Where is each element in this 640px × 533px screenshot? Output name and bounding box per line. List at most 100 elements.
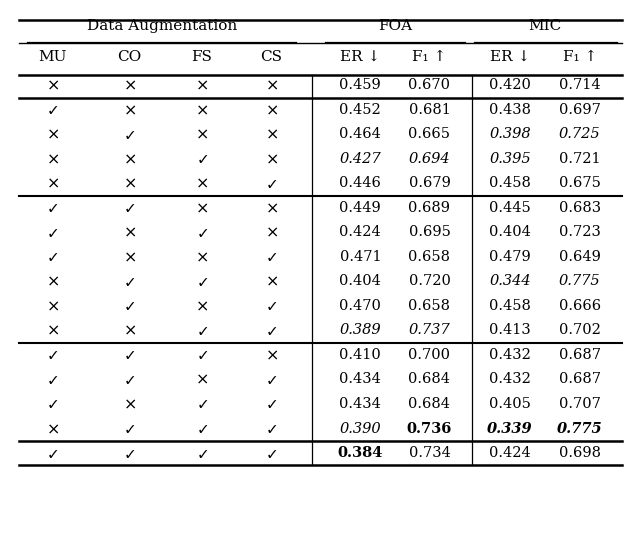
Text: ER ↓: ER ↓ bbox=[490, 50, 530, 64]
Text: 0.670: 0.670 bbox=[408, 78, 451, 92]
Text: 0.702: 0.702 bbox=[559, 324, 601, 337]
Text: F₁ ↑: F₁ ↑ bbox=[563, 50, 597, 64]
Text: $\times$: $\times$ bbox=[46, 323, 59, 338]
Text: $\times$: $\times$ bbox=[123, 323, 136, 338]
Text: $\times$: $\times$ bbox=[123, 176, 136, 191]
Text: 0.775: 0.775 bbox=[559, 274, 601, 288]
Text: $\times$: $\times$ bbox=[195, 200, 208, 215]
Text: $\times$: $\times$ bbox=[195, 176, 208, 191]
Text: $\times$: $\times$ bbox=[123, 225, 136, 240]
Text: $\times$: $\times$ bbox=[46, 127, 59, 142]
Text: 0.427: 0.427 bbox=[339, 152, 381, 166]
Text: 0.658: 0.658 bbox=[408, 250, 451, 264]
Text: 0.687: 0.687 bbox=[559, 373, 601, 386]
Text: $\times$: $\times$ bbox=[265, 102, 278, 117]
Text: $\times$: $\times$ bbox=[46, 298, 59, 313]
Text: $\checkmark$: $\checkmark$ bbox=[46, 348, 59, 362]
Text: $\checkmark$: $\checkmark$ bbox=[46, 225, 59, 240]
Text: 0.707: 0.707 bbox=[559, 397, 601, 411]
Text: $\checkmark$: $\checkmark$ bbox=[265, 176, 278, 191]
Text: $\checkmark$: $\checkmark$ bbox=[46, 102, 59, 117]
Text: 0.698: 0.698 bbox=[559, 446, 601, 460]
Text: 0.432: 0.432 bbox=[489, 348, 531, 362]
Text: Data Augmentation: Data Augmentation bbox=[87, 19, 237, 33]
Text: 0.410: 0.410 bbox=[339, 348, 381, 362]
Text: $\times$: $\times$ bbox=[195, 102, 208, 117]
Text: $\checkmark$: $\checkmark$ bbox=[46, 249, 59, 264]
Text: 0.413: 0.413 bbox=[489, 324, 531, 337]
Text: 0.420: 0.420 bbox=[489, 78, 531, 92]
Text: $\times$: $\times$ bbox=[46, 151, 59, 166]
Text: CS: CS bbox=[260, 50, 282, 64]
Text: $\checkmark$: $\checkmark$ bbox=[195, 274, 208, 289]
Text: 0.434: 0.434 bbox=[339, 373, 381, 386]
Text: 0.449: 0.449 bbox=[339, 201, 381, 215]
Text: 0.404: 0.404 bbox=[339, 274, 381, 288]
Text: $\checkmark$: $\checkmark$ bbox=[265, 421, 278, 436]
Text: $\checkmark$: $\checkmark$ bbox=[195, 323, 208, 338]
Text: 0.720: 0.720 bbox=[408, 274, 451, 288]
Text: $\checkmark$: $\checkmark$ bbox=[123, 372, 136, 387]
Text: $\times$: $\times$ bbox=[265, 78, 278, 93]
Text: $\checkmark$: $\checkmark$ bbox=[46, 446, 59, 461]
Text: 0.689: 0.689 bbox=[408, 201, 451, 215]
Text: $\times$: $\times$ bbox=[265, 274, 278, 289]
Text: 0.679: 0.679 bbox=[408, 176, 451, 190]
Text: $\checkmark$: $\checkmark$ bbox=[195, 397, 208, 411]
Text: 0.389: 0.389 bbox=[339, 324, 381, 337]
Text: 0.464: 0.464 bbox=[339, 127, 381, 141]
Text: 0.736: 0.736 bbox=[407, 422, 452, 435]
Text: $\checkmark$: $\checkmark$ bbox=[195, 446, 208, 461]
Text: $\checkmark$: $\checkmark$ bbox=[195, 151, 208, 166]
Text: $\times$: $\times$ bbox=[46, 176, 59, 191]
Text: 0.384: 0.384 bbox=[338, 446, 383, 460]
Text: 0.694: 0.694 bbox=[408, 152, 451, 166]
Text: MU: MU bbox=[38, 50, 67, 64]
Text: 0.470: 0.470 bbox=[339, 299, 381, 313]
Text: 0.395: 0.395 bbox=[489, 152, 531, 166]
Text: 0.404: 0.404 bbox=[489, 225, 531, 239]
Text: $\checkmark$: $\checkmark$ bbox=[123, 274, 136, 289]
Text: $\checkmark$: $\checkmark$ bbox=[265, 372, 278, 387]
Text: 0.725: 0.725 bbox=[559, 127, 601, 141]
Text: 0.714: 0.714 bbox=[559, 78, 601, 92]
Text: 0.390: 0.390 bbox=[339, 422, 381, 435]
Text: 0.458: 0.458 bbox=[489, 299, 531, 313]
Text: $\checkmark$: $\checkmark$ bbox=[265, 298, 278, 313]
Text: 0.649: 0.649 bbox=[559, 250, 601, 264]
Text: $\checkmark$: $\checkmark$ bbox=[123, 348, 136, 362]
Text: 0.734: 0.734 bbox=[408, 446, 451, 460]
Text: 0.737: 0.737 bbox=[408, 324, 451, 337]
Text: 0.697: 0.697 bbox=[559, 103, 601, 117]
Text: FOA: FOA bbox=[378, 19, 412, 33]
Text: $\checkmark$: $\checkmark$ bbox=[265, 397, 278, 411]
Text: $\checkmark$: $\checkmark$ bbox=[265, 446, 278, 461]
Text: $\times$: $\times$ bbox=[195, 127, 208, 142]
Text: 0.721: 0.721 bbox=[559, 152, 601, 166]
Text: 0.723: 0.723 bbox=[559, 225, 601, 239]
Text: $\times$: $\times$ bbox=[195, 78, 208, 93]
Text: 0.452: 0.452 bbox=[339, 103, 381, 117]
Text: 0.675: 0.675 bbox=[559, 176, 601, 190]
Text: $\checkmark$: $\checkmark$ bbox=[46, 372, 59, 387]
Text: $\times$: $\times$ bbox=[195, 372, 208, 387]
Text: $\times$: $\times$ bbox=[123, 78, 136, 93]
Text: 0.446: 0.446 bbox=[339, 176, 381, 190]
Text: $\checkmark$: $\checkmark$ bbox=[195, 348, 208, 362]
Text: 0.424: 0.424 bbox=[489, 446, 531, 460]
Text: 0.687: 0.687 bbox=[559, 348, 601, 362]
Text: FS: FS bbox=[191, 50, 212, 64]
Text: $\times$: $\times$ bbox=[46, 421, 59, 436]
Text: $\checkmark$: $\checkmark$ bbox=[195, 421, 208, 436]
Text: 0.344: 0.344 bbox=[489, 274, 531, 288]
Text: F₁ ↑: F₁ ↑ bbox=[412, 50, 447, 64]
Text: $\times$: $\times$ bbox=[46, 274, 59, 289]
Text: 0.683: 0.683 bbox=[559, 201, 601, 215]
Text: $\checkmark$: $\checkmark$ bbox=[123, 200, 136, 215]
Text: 0.665: 0.665 bbox=[408, 127, 451, 141]
Text: $\times$: $\times$ bbox=[265, 348, 278, 362]
Text: $\checkmark$: $\checkmark$ bbox=[123, 421, 136, 436]
Text: 0.684: 0.684 bbox=[408, 397, 451, 411]
Text: 0.459: 0.459 bbox=[339, 78, 381, 92]
Text: $\times$: $\times$ bbox=[265, 200, 278, 215]
